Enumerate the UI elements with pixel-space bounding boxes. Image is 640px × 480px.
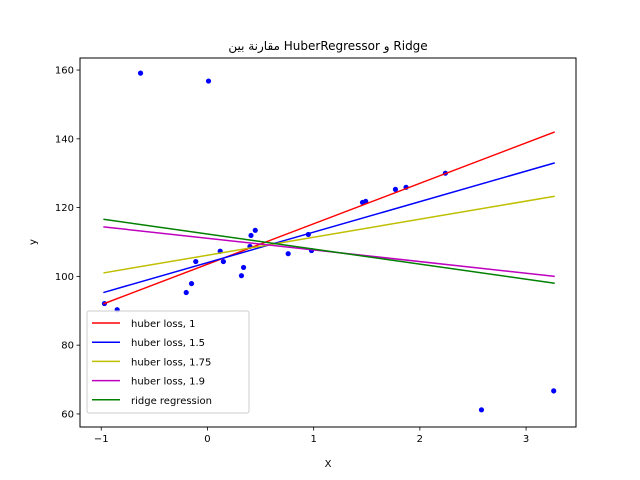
data-point bbox=[392, 186, 399, 192]
legend-item-label: huber loss, 1.9 bbox=[131, 377, 205, 388]
legend-item-label: huber loss, 1 bbox=[131, 319, 196, 330]
data-point bbox=[551, 388, 557, 394]
data-point bbox=[248, 232, 254, 239]
y-axis: 60 80 100 120 140 160 bbox=[55, 66, 80, 420]
legend-box bbox=[86, 310, 250, 414]
series-line-4 bbox=[103, 218, 555, 284]
data-point bbox=[238, 273, 245, 279]
y-tick-label: 140 bbox=[55, 134, 74, 145]
data-point bbox=[188, 280, 195, 287]
data-point bbox=[285, 251, 291, 257]
legend: huber loss, 1 huber loss, 1.5 huber loss, … bbox=[86, 310, 250, 414]
x-axis: −1 0 1 2 3 bbox=[94, 427, 529, 445]
data-point bbox=[220, 258, 226, 265]
series-line-1 bbox=[103, 162, 555, 294]
chart-title: مقارنة بين HuberRegressor و Ridge bbox=[228, 39, 427, 54]
y-tick-label: 120 bbox=[55, 203, 74, 214]
y-tick-label: 80 bbox=[61, 341, 74, 352]
x-tick-label: 0 bbox=[204, 434, 210, 445]
x-tick-label: 3 bbox=[523, 434, 529, 445]
data-point bbox=[183, 289, 189, 296]
legend-item-label: huber loss, 1.75 bbox=[131, 357, 211, 368]
x-axis-label: X bbox=[325, 459, 332, 470]
data-point bbox=[478, 407, 485, 413]
y-axis-label: y bbox=[28, 239, 39, 245]
x-tick-label: 1 bbox=[310, 434, 316, 445]
series-line-2 bbox=[103, 195, 555, 274]
series-line-0 bbox=[103, 131, 556, 305]
y-tick-label: 100 bbox=[55, 272, 74, 283]
plot-area bbox=[101, 70, 557, 413]
data-point bbox=[240, 264, 247, 271]
x-tick-label: −1 bbox=[94, 434, 109, 445]
axes-frame bbox=[79, 57, 577, 428]
y-tick-label: 60 bbox=[61, 409, 74, 420]
x-tick-label: 2 bbox=[417, 434, 423, 445]
data-point bbox=[252, 227, 258, 233]
legend-item-label: huber loss, 1.5 bbox=[131, 338, 205, 349]
data-point bbox=[205, 78, 212, 84]
data-point bbox=[193, 258, 199, 265]
data-point bbox=[137, 70, 144, 76]
y-tick-label: 160 bbox=[55, 66, 74, 77]
legend-item-label: ridge regression bbox=[131, 396, 212, 407]
